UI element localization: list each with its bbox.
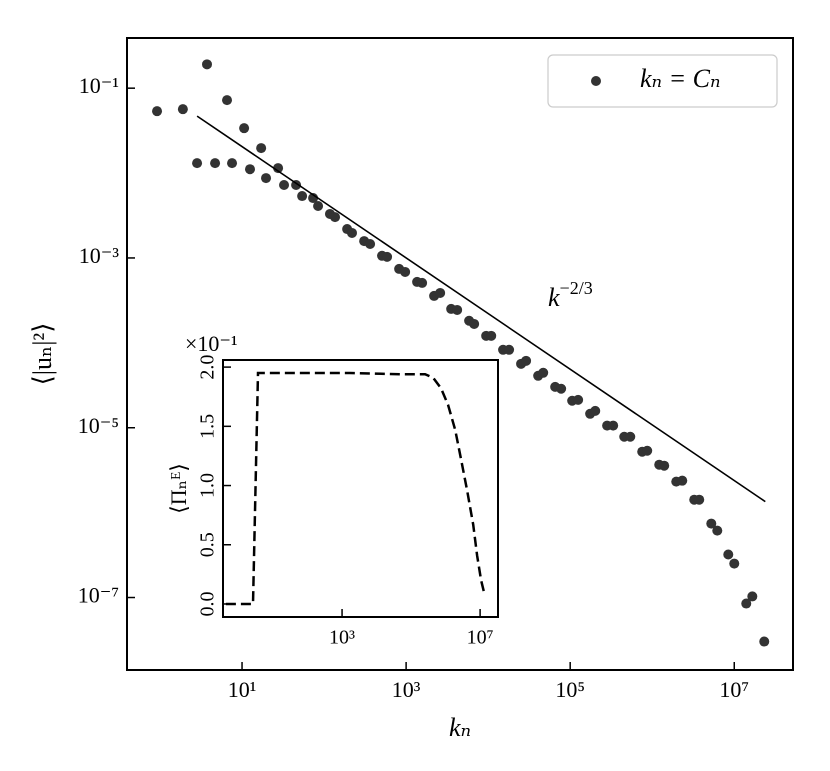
x-tick-label: 10⁷: [719, 677, 749, 702]
data-point: [273, 163, 284, 174]
data-point: [504, 344, 515, 355]
data-point: [521, 355, 532, 366]
data-point: [279, 180, 290, 191]
x-tick-label: 10³: [329, 627, 355, 649]
x-tick-label: 10¹: [228, 677, 257, 702]
x-tick-label: 10⁷: [467, 627, 494, 649]
annotation: k−2/3: [548, 278, 593, 312]
y-axis-label: ⟨|uₙ|²⟩: [28, 323, 57, 386]
legend-marker: [591, 76, 601, 86]
annotation-base: k: [548, 283, 560, 312]
data-point: [573, 394, 584, 405]
legend-label: kₙ = Cₙ: [640, 64, 721, 93]
plot-area: [152, 59, 770, 647]
y-tick-label: 2.0: [197, 355, 219, 380]
annotation-exponent: −2/3: [560, 278, 593, 298]
data-point: [308, 193, 319, 204]
data-point: [556, 383, 567, 394]
y-tick-label: 0.5: [197, 532, 219, 557]
data-point: [202, 59, 213, 70]
x-tick-label: 10⁵: [555, 677, 585, 702]
data-point: [590, 405, 601, 416]
data-point: [469, 318, 480, 329]
data-point: [452, 304, 463, 315]
reference-line: [196, 115, 766, 503]
data-point: [177, 104, 188, 115]
y-tick-label: 10⁻³: [79, 243, 120, 268]
axes-frame: [126, 37, 794, 671]
data-point: [400, 266, 411, 277]
axes-frame: [222, 359, 499, 618]
data-point: [347, 227, 358, 238]
data-point: [330, 212, 341, 223]
y-axis-label: ⟨Πₙᴱ⟩: [166, 463, 191, 514]
y-tick-label: 1.0: [197, 473, 219, 498]
x-tick-label: 10³: [392, 677, 421, 702]
data-point: [759, 636, 770, 647]
data-point: [741, 598, 752, 609]
data-point: [642, 445, 653, 456]
y-tick-label: 10⁻¹: [79, 73, 119, 98]
data-point: [694, 494, 705, 505]
data-point: [729, 558, 740, 569]
data-point: [706, 518, 717, 529]
y-tick-label: 10⁻⁵: [78, 413, 119, 438]
data-point: [261, 173, 272, 184]
data-point: [313, 201, 324, 212]
data-point: [192, 158, 203, 169]
data-point: [608, 420, 619, 431]
data-point: [222, 95, 233, 106]
data-point: [625, 431, 636, 442]
data-point: [435, 287, 446, 298]
y-tick-label: 0.0: [197, 591, 219, 616]
data-point: [239, 123, 250, 134]
data-point: [538, 367, 549, 378]
offset-label: ×10⁻¹: [185, 331, 238, 356]
data-point: [417, 277, 428, 288]
data-point: [297, 191, 308, 202]
plot-area: [225, 371, 486, 606]
data-point: [382, 251, 393, 262]
data-point: [723, 549, 734, 560]
data-point: [712, 525, 723, 536]
data-point: [486, 330, 497, 341]
data-point: [244, 164, 255, 175]
data-point: [227, 158, 238, 169]
y-tick-label: 1.5: [197, 414, 219, 439]
data-point: [677, 475, 688, 486]
x-axis-label: kₙ: [449, 713, 471, 742]
data-point: [210, 158, 221, 169]
data-point: [659, 460, 670, 471]
inset-background: [223, 360, 498, 617]
data-point: [152, 106, 163, 117]
legend-box: [547, 54, 778, 108]
dashed-line: [225, 371, 486, 606]
data-point: [365, 239, 376, 250]
y-tick-label: 10⁻⁷: [78, 583, 119, 608]
data-point: [256, 143, 267, 154]
data-point: [747, 591, 758, 602]
